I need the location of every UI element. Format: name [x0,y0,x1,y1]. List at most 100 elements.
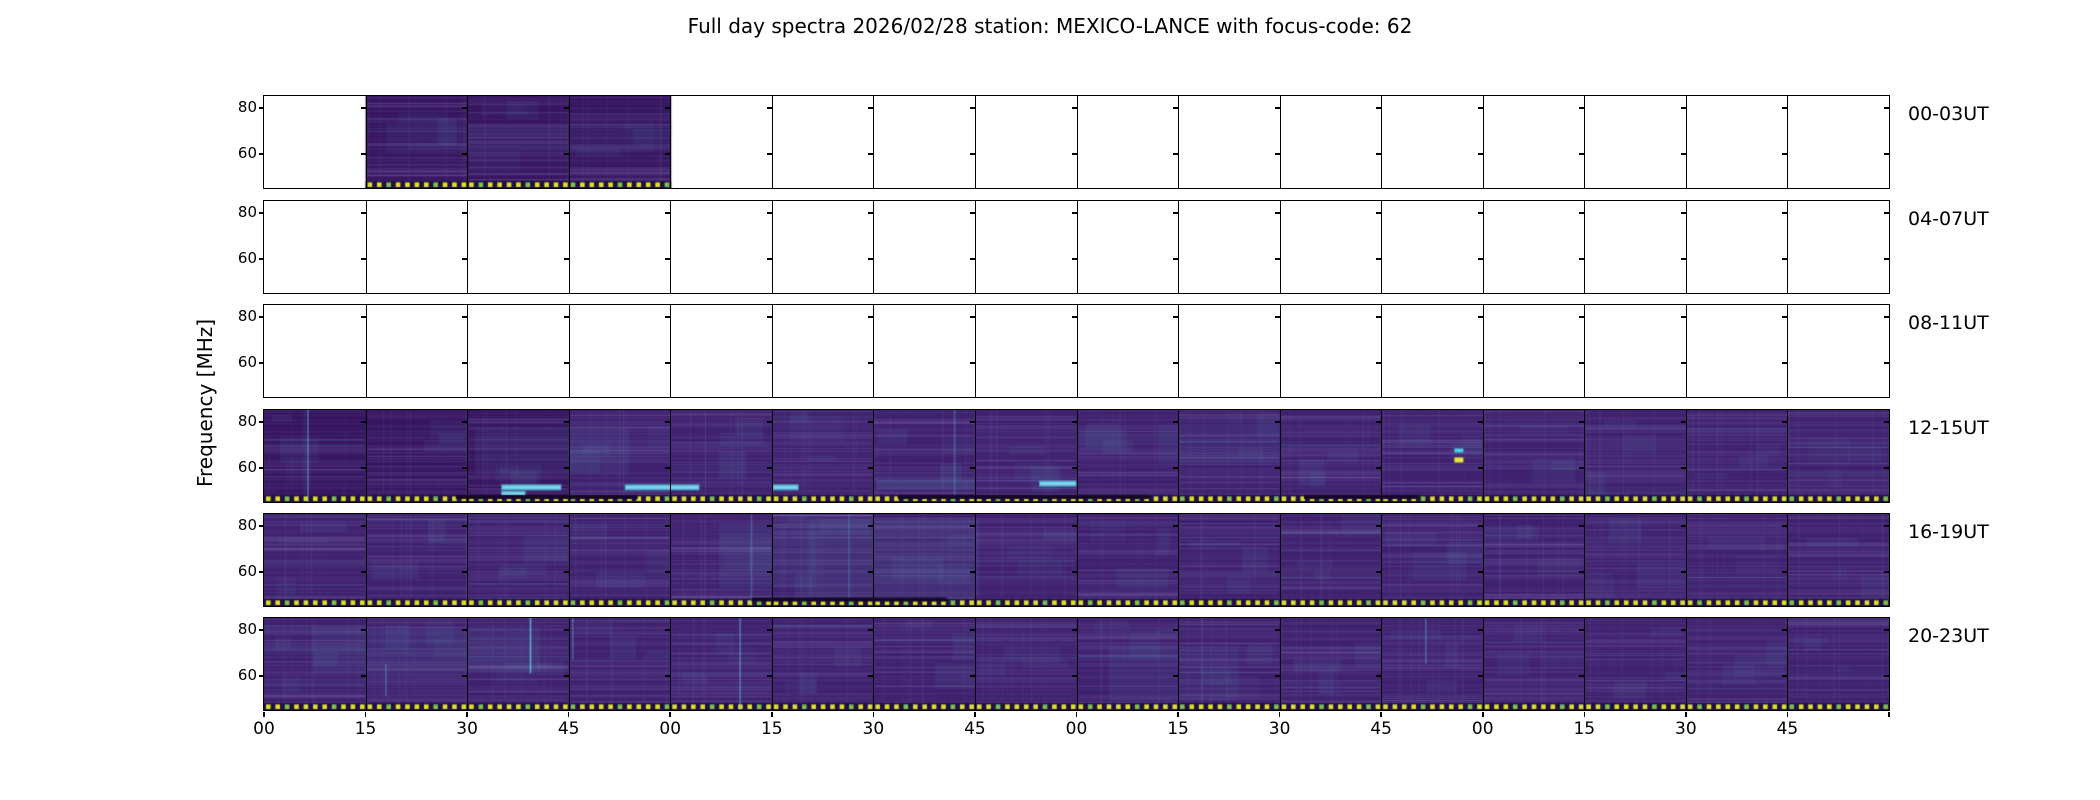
y-tick-mark [969,421,975,423]
y-tick-mark [868,629,874,631]
y-tick-mark [563,675,569,677]
y-tick-mark [969,316,975,318]
y-tick-mark [563,107,569,109]
y-tick-mark [1173,629,1179,631]
y-tick-mark [868,571,874,573]
spectrogram-subpanel [873,618,975,710]
y-tick-mark [259,316,264,318]
spectrogram-subpanel [771,96,874,188]
y-tick-mark [1274,212,1280,214]
spectrogram-subpanel [264,514,366,606]
x-tick-label: 30 [456,719,478,739]
y-tick-mark [1477,107,1483,109]
y-tick-mark [360,212,366,214]
y-tick-mark [1477,629,1483,631]
y-tick-label: 80 [237,412,257,430]
y-tick-mark [969,212,975,214]
spectrogram-subpanel [1685,618,1788,710]
y-tick-mark [1884,629,1889,631]
y-tick-mark [563,467,569,469]
spectrogram-subpanel [1279,514,1382,606]
y-tick-mark [360,107,366,109]
spectrogram-subpanel [1076,96,1179,188]
y-tick-mark [1579,421,1585,423]
spectra-row-12-15ut [259,409,1890,503]
y-tick-mark [1376,525,1382,527]
spectrogram-subpanel [974,96,1077,188]
y-tick-mark [259,629,264,631]
spectrogram-subpanel [1381,201,1483,293]
y-tick-mark [1884,525,1889,527]
y-tick-mark [1680,525,1686,527]
spectrogram-subpanel [670,514,772,606]
y-tick-mark [1680,258,1686,260]
y-tick-mark [1579,629,1585,631]
y-tick-mark [1680,467,1686,469]
y-tick-mark [1376,153,1382,155]
y-tick-mark [1173,212,1179,214]
y-tick-mark [766,153,772,155]
y-tick-mark [360,362,366,364]
y-tick-mark [665,525,671,527]
spectrogram-subpanel [1584,514,1686,606]
y-tick-mark [969,525,975,527]
spectrogram-subpanel [1178,618,1280,710]
y-tick-mark [1477,362,1483,364]
spectrogram-subpanel [1482,96,1585,188]
y-tick-mark [360,467,366,469]
y-tick-mark [868,316,874,318]
spectrogram-subpanel [568,514,671,606]
spectrogram-subpanel [1584,618,1686,710]
x-tick-label: 45 [557,719,580,739]
y-tick-mark [1782,467,1788,469]
y-tick-mark [360,525,366,527]
x-tick-mark [263,712,265,717]
y-tick-label: 60 [237,666,257,684]
spectrogram-subpanel [974,618,1077,710]
y-tick-mark [1376,675,1382,677]
spectrogram-subpanel [1279,410,1382,502]
y-tick-mark [766,675,772,677]
spectrogram-subpanel [365,618,468,710]
x-tick-mark [1380,712,1382,717]
spectrogram-subpanel [1381,96,1483,188]
spectrogram-subpanel [1279,96,1382,188]
y-tick-mark [259,675,264,677]
y-tick-mark [1477,153,1483,155]
spectrogram-subpanel [1685,96,1788,188]
y-tick-mark [1071,316,1077,318]
spectrogram-subpanel [1076,410,1179,502]
y-tick-mark [563,629,569,631]
y-tick-mark [462,362,468,364]
spectrogram-subpanel [467,618,569,710]
y-tick-mark [1680,362,1686,364]
y-tick-mark [766,467,772,469]
spectrogram-subpanel [1685,410,1788,502]
y-tick-mark [1782,629,1788,631]
y-tick-mark [1274,525,1280,527]
spectrogram-subpanel [1482,618,1585,710]
y-tick-mark [665,571,671,573]
y-tick-mark [665,467,671,469]
x-tick-label: 30 [1675,719,1697,739]
y-tick-mark [868,362,874,364]
x-tick-label: 45 [964,719,986,739]
x-tick-mark [466,712,468,717]
spectrogram-subpanel [1787,410,1889,502]
y-tick-mark [1173,258,1179,260]
spectrogram-subpanel [873,201,975,293]
x-tick-mark [974,712,976,717]
spectrogram-subpanel [1279,305,1382,397]
spectrogram-subpanel [1787,305,1889,397]
y-tick-mark [1376,212,1382,214]
y-tick-label: 60 [237,353,257,371]
y-tick-mark [1579,362,1585,364]
y-tick-mark [1376,107,1382,109]
spectrogram-subpanel [1482,514,1585,606]
y-tick-mark [1579,258,1585,260]
spectrogram-subpanel [873,410,975,502]
y-tick-mark [1680,571,1686,573]
y-tick-mark [1579,675,1585,677]
y-tick-mark [462,107,468,109]
